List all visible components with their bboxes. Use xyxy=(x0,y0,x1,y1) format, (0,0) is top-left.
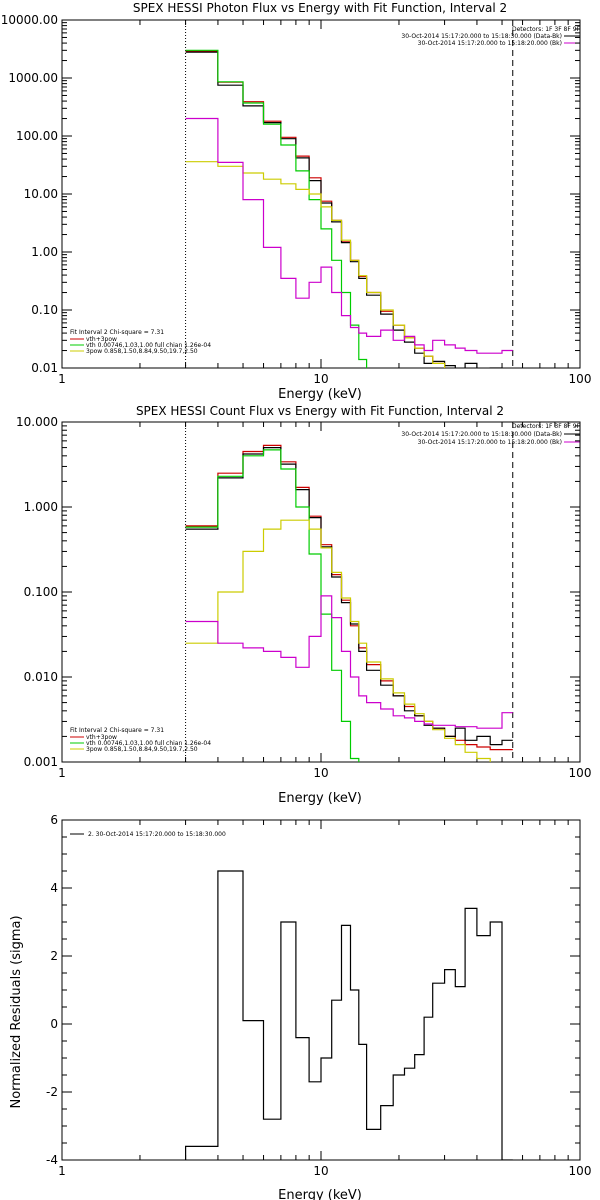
count-flux-legend-data-label: 30-Oct-2014 15:17:20.000 to 15:18:30.000… xyxy=(401,431,562,438)
y-tick-label: 1.000 xyxy=(24,500,58,514)
count-flux-fit-header: Fit Interval 2 Chi-square = 7.31 xyxy=(70,727,164,734)
count-flux-fit-label-3pow: 3pow 0.858,1.50,8.84,9.50,19.7,2.50 xyxy=(86,746,198,753)
series-2-30-oct-2014-15-17-20-000-to-15-18-30-000 xyxy=(185,870,513,1160)
x-tick-label: 1 xyxy=(58,766,66,780)
photon-flux-legend-data-label: 30-Oct-2014 15:17:20.000 to 15:18:30.000… xyxy=(401,33,562,40)
series-vth-0-00746-1-03-1-00-full-chian-1-26e-04 xyxy=(185,49,368,368)
y-tick-label: 0.10 xyxy=(31,303,58,317)
photon-flux-panel: SPEX HESSI Photon Flux vs Energy with Fi… xyxy=(1,1,592,402)
y-tick-label: 10000.00 xyxy=(1,13,58,27)
residuals-y-axis-label: Normalized Residuals (sigma) xyxy=(9,915,24,1108)
residuals-legend-label: 2. 30-Oct-2014 15:17:20.000 to 15:18:30.… xyxy=(88,831,226,838)
count-flux-fit-label-vth: vth 0.00746,1.03,1.00 full chian 1.26e-0… xyxy=(86,740,211,747)
y-tick-label: 6 xyxy=(50,813,58,827)
y-tick-label: 0 xyxy=(50,1017,58,1031)
count-flux-legend-bk-label: 30-Oct-2014 15:17:20.000 to 15:18:20.000… xyxy=(418,439,562,446)
y-tick-label: 10.00 xyxy=(24,187,58,201)
y-tick-label: 10.000 xyxy=(16,415,58,429)
y-tick-label: 0.100 xyxy=(24,585,58,599)
series-vth-0-00746-1-03-1-00-full-chian-1-26e-04 xyxy=(185,449,360,762)
series-30-oct-2014-15-17-20-000-to-15-18-20-000-bk xyxy=(185,117,513,354)
y-tick-label: 0.001 xyxy=(24,755,58,769)
x-tick-label: 1 xyxy=(58,372,66,386)
count-flux-title: SPEX HESSI Count Flux vs Energy with Fit… xyxy=(136,404,504,418)
y-tick-label: -4 xyxy=(46,1153,58,1167)
x-tick-label: 10 xyxy=(313,372,328,386)
x-tick-label: 100 xyxy=(569,1164,592,1178)
count-flux-panel: SPEX HESSI Count Flux vs Energy with Fit… xyxy=(16,404,591,806)
y-tick-label: 2 xyxy=(50,949,58,963)
series-3pow-0-858-1-50-8-84-9-50-19-7-2-50 xyxy=(185,161,446,368)
series-30-oct-2014-15-17-20-000-to-15-18-20-000-bk xyxy=(185,595,513,729)
photon-flux-fit-label-vth: vth 0.00746,1.03,1.00 full chian 1.26e-0… xyxy=(86,342,211,349)
x-tick-label: 10 xyxy=(313,1164,328,1178)
series-vth-3pow xyxy=(185,50,446,368)
series-3pow-0-858-1-50-8-84-9-50-19-7-2-50 xyxy=(185,519,491,762)
x-tick-label: 100 xyxy=(569,372,592,386)
y-tick-label: 0.010 xyxy=(24,670,58,684)
x-tick-label: 10 xyxy=(313,766,328,780)
series-30-oct-2014-15-17-20-000-to-15-18-30-000-data-bk xyxy=(185,447,513,746)
photon-flux-legend-bk-label: 30-Oct-2014 15:17:20.000 to 15:18:20.000… xyxy=(418,40,562,47)
photon-flux-fit-label-3pow: 3pow 0.858,1.50,8.84,9.50,19.7,2.50 xyxy=(86,348,198,355)
photon-flux-legend-header: Detectors: 1F 3F 8F 9F xyxy=(512,26,581,33)
x-tick-label: 100 xyxy=(569,766,592,780)
y-tick-label: -2 xyxy=(46,1085,58,1099)
y-tick-label: 100.00 xyxy=(16,129,58,143)
count-flux-legend-header: Detectors: 1F 3F 8F 9F xyxy=(512,423,581,430)
count-flux-x-axis-label: Energy (keV) xyxy=(278,791,362,806)
photon-flux-fit-label-total: vth+3pow xyxy=(86,336,117,343)
photon-flux-fit-header: Fit Interval 2 Chi-square = 7.31 xyxy=(70,329,164,336)
y-tick-label: 1000.00 xyxy=(8,71,58,85)
count-flux-fit-label-total: vth+3pow xyxy=(86,734,117,741)
y-tick-label: 1.00 xyxy=(31,245,58,259)
photon-flux-x-axis-label: Energy (keV) xyxy=(278,387,362,402)
residuals-x-axis-label: Energy (keV) xyxy=(278,1188,362,1200)
series-30-oct-2014-15-17-20-000-to-15-18-30-000-data-bk xyxy=(185,51,503,368)
x-tick-label: 1 xyxy=(58,1164,66,1178)
y-tick-label: 0.01 xyxy=(31,361,58,375)
photon-flux-title: SPEX HESSI Photon Flux vs Energy with Fi… xyxy=(133,1,507,15)
residuals-panel: Energy (keV) Normalized Residuals (sigma… xyxy=(9,813,591,1200)
y-tick-label: 4 xyxy=(50,881,58,895)
